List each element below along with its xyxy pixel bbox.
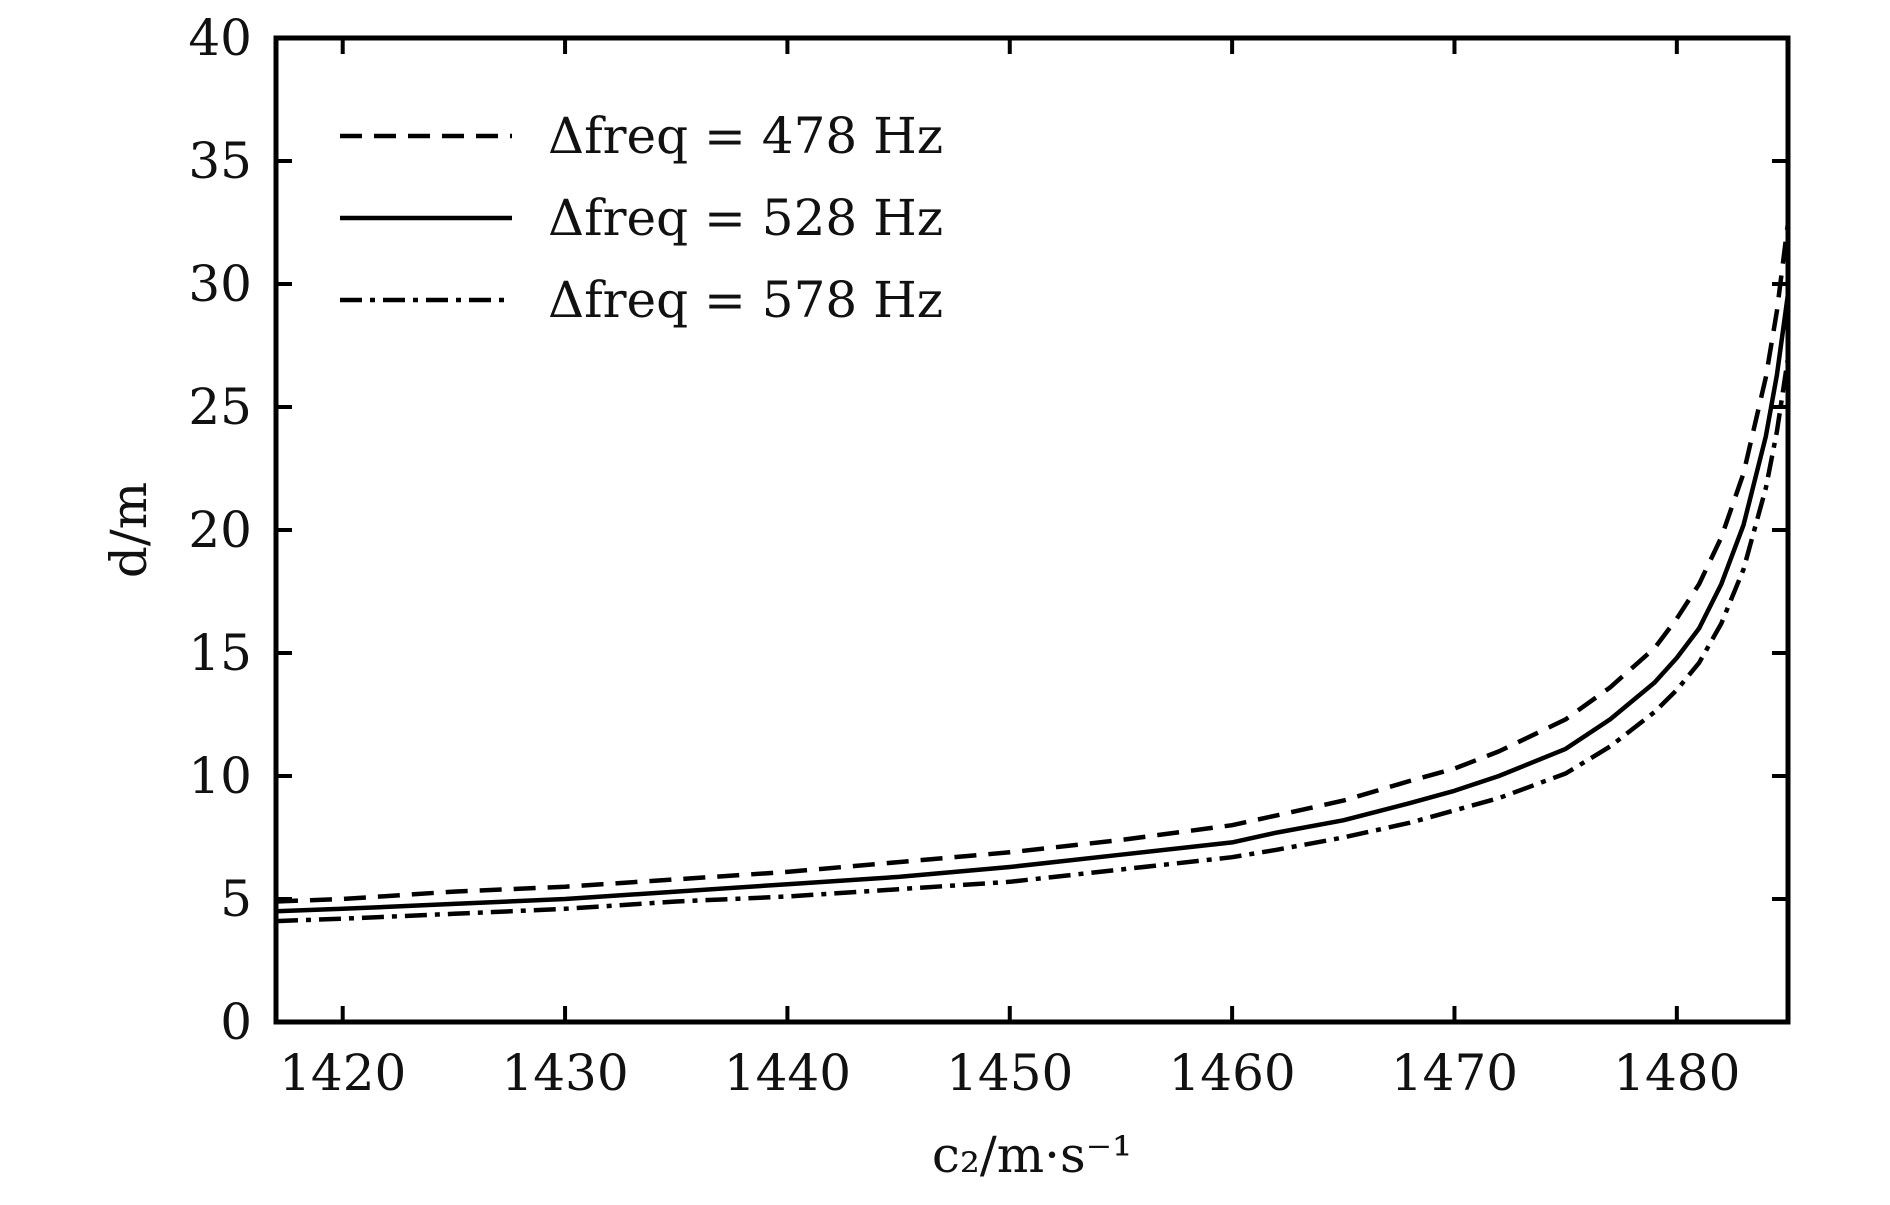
- y-tick-labels: 0 5 10 15 20 25 30 35 40: [188, 9, 252, 1051]
- axis-ticks: [276, 36, 1788, 1024]
- x-tick-label-6: 1480: [1613, 1044, 1740, 1102]
- y-tick-label-6: 30: [188, 255, 252, 313]
- x-tick-label-0: 1420: [279, 1044, 406, 1102]
- y-tick-label-1: 5: [220, 870, 252, 928]
- series-group: [275, 222, 1791, 924]
- series-line-0: [275, 222, 1791, 904]
- legend-label-1: Δfreq = 528 Hz: [548, 189, 943, 247]
- series-line-1: [275, 293, 1791, 914]
- y-tick-label-5: 25: [188, 378, 252, 436]
- x-tick-label-4: 1460: [1168, 1044, 1295, 1102]
- plot-frame: [273, 35, 1791, 1025]
- x-tick-label-1: 1430: [501, 1044, 628, 1102]
- y-tick-label-4: 20: [188, 501, 252, 559]
- y-tick-label-0: 0: [220, 993, 252, 1051]
- x-axis-label: c₂/m·s⁻¹: [932, 1126, 1132, 1184]
- x-tick-label-2: 1440: [724, 1044, 851, 1102]
- y-tick-label-8: 40: [188, 9, 252, 67]
- y-tick-label-2: 10: [188, 747, 252, 805]
- y-axis-label: d/m: [100, 482, 158, 578]
- x-tick-labels: 1420 1430 1440 1450 1460 1470 1480: [279, 1044, 1740, 1102]
- legend-label-2: Δfreq = 578 Hz: [548, 271, 943, 329]
- x-tick-label-5: 1470: [1391, 1044, 1518, 1102]
- legend-label-0: Δfreq = 478 Hz: [548, 107, 943, 165]
- y-tick-label-3: 15: [188, 624, 252, 682]
- x-tick-label-3: 1450: [946, 1044, 1073, 1102]
- y-tick-label-7: 35: [188, 132, 252, 190]
- legend: Δfreq = 478 Hz Δfreq = 528 Hz Δfreq = 578 …: [340, 107, 943, 329]
- series-line-2: [275, 357, 1791, 924]
